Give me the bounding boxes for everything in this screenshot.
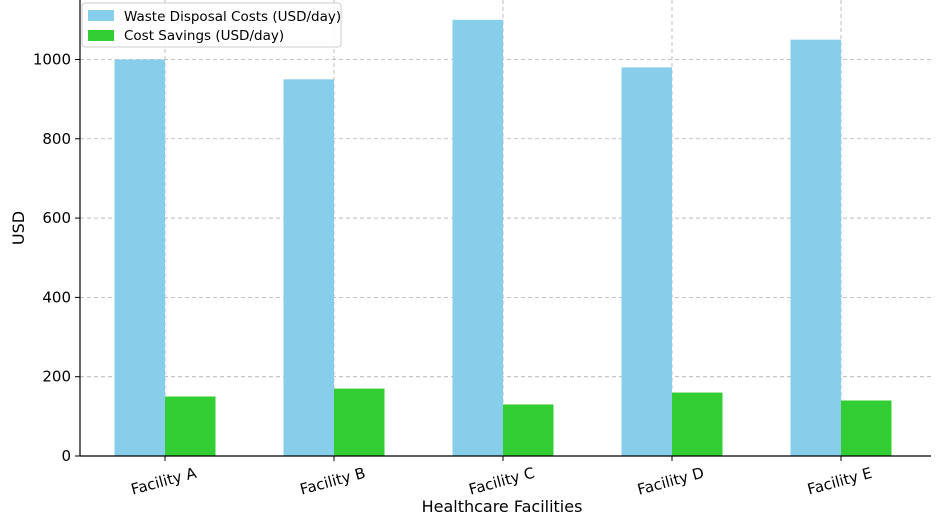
legend-box [81, 2, 342, 48]
x-ticks: Facility A Facility B Facility C Facility D… [129, 456, 874, 499]
bar-waste-disposal-cost [621, 67, 672, 457]
x-axis-title: Healthcare Facilities [422, 497, 583, 516]
bar-waste-disposal-cost [790, 39, 841, 457]
y-axis-title: USD [9, 211, 28, 245]
y-tick-label: 800 [42, 130, 71, 148]
bar-cost-savings [672, 392, 723, 456]
y-ticks: 0 200 400 600 800 1000 [33, 50, 80, 465]
y-tick-label: 1000 [33, 50, 71, 68]
legend-swatch-savings [88, 30, 114, 41]
legend-label-savings: Cost Savings (USD/day) [124, 28, 284, 44]
bar-cost-savings [503, 404, 554, 456]
x-tick-label: Facility E [805, 464, 874, 499]
bar-waste-disposal-cost [283, 79, 334, 456]
legend-label-waste: Waste Disposal Costs (USD/day) [124, 9, 341, 25]
y-tick-label: 600 [42, 209, 71, 227]
bar-cost-savings [334, 388, 385, 456]
bar-waste-disposal-cost [452, 19, 503, 457]
x-tick-label: Facility A [129, 464, 199, 499]
y-tick-label: 0 [61, 447, 71, 465]
y-tick-label: 400 [42, 288, 71, 306]
x-tick-label: Facility B [298, 464, 367, 499]
x-tick-label: Facility C [467, 464, 537, 499]
axes [79, 0, 931, 457]
legend-swatch-waste [88, 10, 114, 21]
y-tick-label: 200 [42, 368, 71, 386]
bar-cost-savings [841, 400, 892, 456]
bar-cost-savings [165, 396, 216, 456]
bars [114, 19, 892, 457]
legend: Waste Disposal Costs (USD/day) Cost Savi… [81, 2, 342, 48]
bar-waste-disposal-cost [114, 59, 165, 456]
x-tick-label: Facility D [635, 464, 706, 499]
